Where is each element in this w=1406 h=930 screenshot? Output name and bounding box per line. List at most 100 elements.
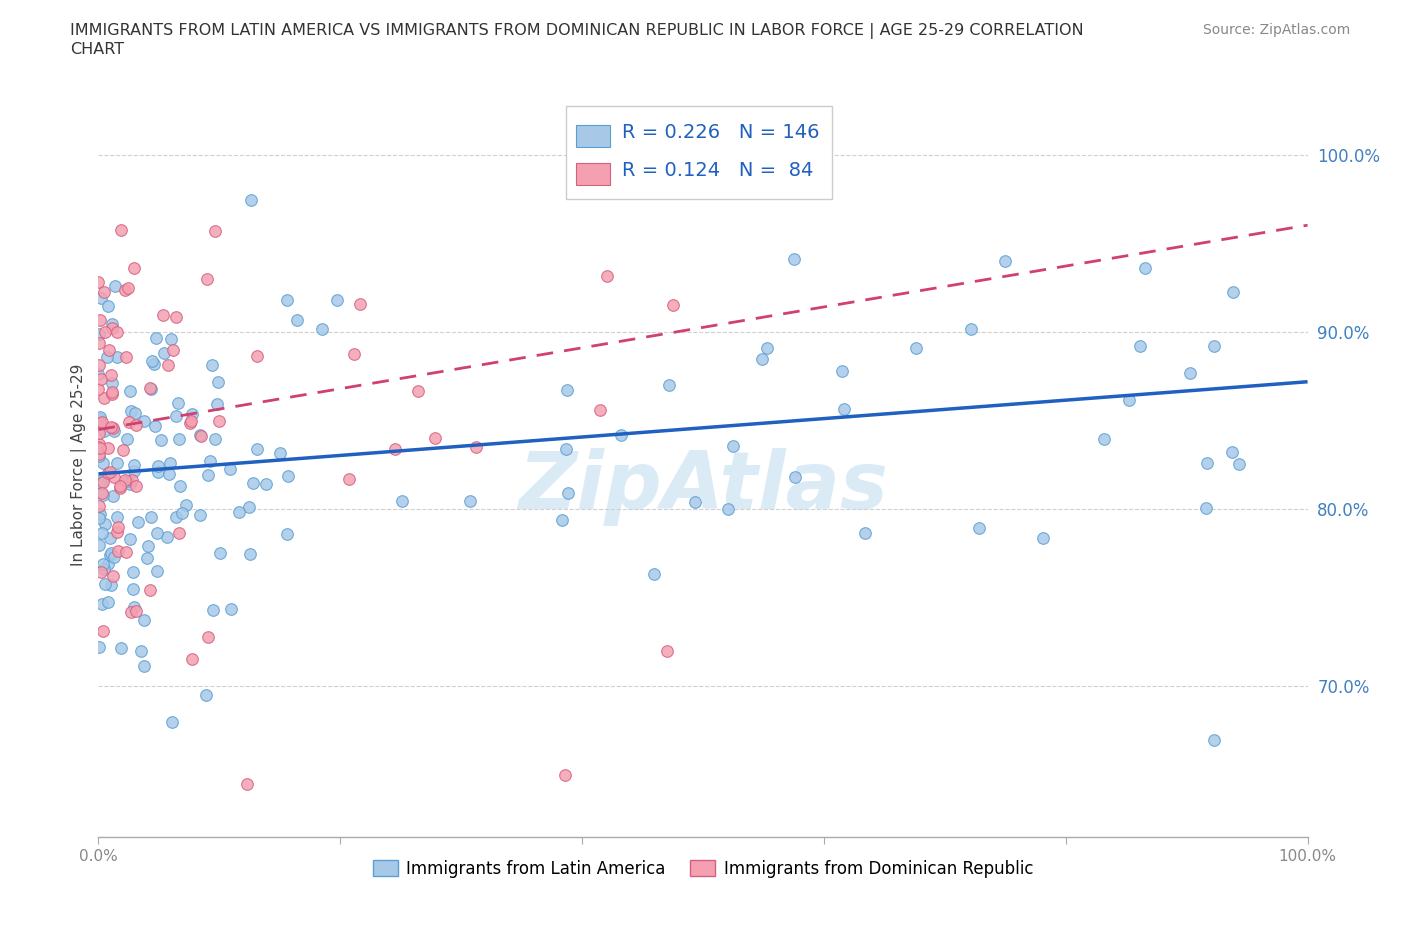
- Point: [1032, 531, 1054, 546]
- Point: [994, 254, 1017, 269]
- Point: [159, 456, 181, 471]
- Point: [157, 466, 180, 481]
- Point: [146, 525, 169, 540]
- Point: [87, 640, 110, 655]
- Point: [384, 442, 406, 457]
- Point: [89, 506, 111, 521]
- Point: [190, 429, 212, 444]
- Point: [1204, 732, 1226, 747]
- Point: [132, 414, 155, 429]
- Point: [89, 416, 111, 431]
- Point: [209, 545, 232, 560]
- Point: [91, 415, 114, 430]
- Point: [207, 375, 229, 390]
- Point: [589, 402, 612, 417]
- Point: [93, 562, 115, 577]
- Point: [87, 499, 110, 514]
- Point: [596, 269, 619, 284]
- Point: [122, 599, 145, 614]
- Point: [194, 688, 217, 703]
- Point: [783, 251, 806, 266]
- Point: [139, 380, 162, 395]
- Point: [1135, 260, 1157, 275]
- Point: [179, 416, 201, 431]
- Point: [325, 293, 347, 308]
- Point: [219, 602, 242, 617]
- Point: [100, 385, 122, 400]
- Point: [114, 472, 136, 487]
- Point: [91, 623, 114, 638]
- Point: [165, 310, 187, 325]
- Point: [115, 545, 138, 560]
- Point: [853, 525, 876, 540]
- Point: [134, 613, 156, 628]
- Point: [1222, 285, 1244, 299]
- Point: [146, 465, 169, 480]
- Point: [655, 644, 678, 658]
- Point: [110, 641, 132, 656]
- Point: [141, 510, 163, 525]
- Point: [93, 423, 115, 438]
- Point: [121, 565, 143, 579]
- Point: [165, 408, 187, 423]
- Bar: [576, 164, 610, 185]
- Point: [87, 382, 110, 397]
- Point: [115, 473, 138, 488]
- Point: [87, 446, 110, 461]
- Point: [1128, 339, 1150, 353]
- Point: [124, 463, 146, 478]
- Point: [107, 325, 129, 339]
- Point: [967, 520, 990, 535]
- Point: [148, 458, 170, 473]
- Text: ZipAtlas: ZipAtlas: [517, 448, 889, 526]
- Point: [207, 396, 229, 411]
- Point: [337, 472, 360, 486]
- Point: [959, 321, 981, 336]
- Point: [755, 340, 778, 355]
- Point: [146, 564, 169, 578]
- Point: [101, 387, 124, 402]
- Text: R = 0.124   N =  84: R = 0.124 N = 84: [621, 162, 813, 180]
- Point: [156, 357, 179, 372]
- Text: IMMIGRANTS FROM LATIN AMERICA VS IMMIGRANTS FROM DOMINICAN REPUBLIC IN LABOR FOR: IMMIGRANTS FROM LATIN AMERICA VS IMMIGRA…: [70, 23, 1084, 39]
- Point: [125, 604, 148, 618]
- Point: [100, 578, 122, 592]
- Point: [101, 376, 124, 391]
- Point: [349, 297, 371, 312]
- Point: [238, 500, 260, 515]
- Point: [1197, 456, 1219, 471]
- Point: [136, 539, 159, 554]
- Point: [90, 291, 112, 306]
- Point: [122, 261, 145, 276]
- Point: [108, 479, 131, 494]
- Point: [124, 478, 146, 493]
- Point: [125, 418, 148, 432]
- Point: [115, 350, 138, 365]
- Bar: [567, 106, 832, 199]
- Point: [122, 458, 145, 472]
- Point: [105, 510, 128, 525]
- Point: [139, 582, 162, 597]
- Point: [145, 330, 167, 345]
- Point: [1178, 366, 1201, 381]
- Point: [276, 526, 298, 541]
- Point: [114, 282, 136, 297]
- Point: [195, 272, 218, 286]
- Point: [110, 223, 132, 238]
- Point: [246, 349, 269, 364]
- Point: [311, 322, 333, 337]
- Point: [832, 401, 855, 416]
- Point: [104, 279, 127, 294]
- Point: [1202, 339, 1225, 353]
- Point: [149, 432, 172, 447]
- Point: [120, 404, 142, 418]
- Text: Source: ZipAtlas.com: Source: ZipAtlas.com: [1202, 23, 1350, 37]
- Point: [89, 409, 111, 424]
- Point: [87, 358, 110, 373]
- Point: [97, 440, 120, 455]
- Point: [172, 505, 194, 520]
- Point: [89, 425, 111, 440]
- Point: [107, 543, 129, 558]
- Point: [105, 525, 128, 539]
- Point: [165, 510, 187, 525]
